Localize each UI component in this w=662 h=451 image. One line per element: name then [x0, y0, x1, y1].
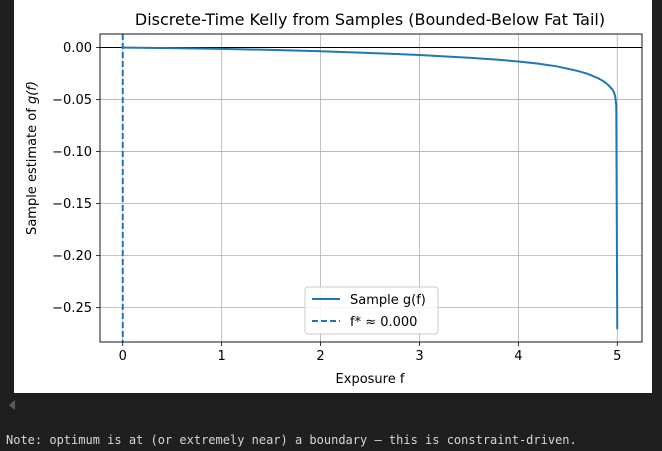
x-tick-label: 0 [119, 349, 127, 364]
x-axis-label: Exposure f [336, 372, 405, 387]
y-tick-label: −0.10 [52, 145, 92, 160]
x-tick-label: 4 [514, 349, 522, 364]
y-tick-label: −0.05 [52, 93, 92, 108]
x-tick-label: 5 [613, 349, 621, 364]
output-note: Note: optimum is at (or extremely near) … [6, 433, 577, 447]
figure-panel: Discrete-Time Kelly from Samples (Bounde… [14, 0, 652, 393]
y-tick-label: 0.00 [63, 41, 92, 56]
y-axis-label-prefix: Sample estimate of [25, 104, 40, 235]
series-sample-g-line [121, 46, 619, 330]
legend-entry-sample-g: Sample g(f) [350, 293, 426, 308]
kelly-chart: Discrete-Time Kelly from Samples (Bounde… [25, 10, 643, 387]
x-tick-label: 2 [316, 349, 324, 364]
y-axis-label-math: g(f) [25, 81, 40, 104]
y-tick-label: −0.15 [52, 197, 92, 212]
x-tick-label: 1 [218, 349, 226, 364]
legend: Sample g(f) f* ≈ 0.000 [304, 286, 439, 335]
y-tick-label: −0.25 [52, 301, 92, 316]
chart-title: Discrete-Time Kelly from Samples (Bounde… [135, 10, 605, 29]
y-axis-label: Sample estimate of g(f) [25, 81, 40, 235]
scroll-left-arrow-icon[interactable] [9, 400, 15, 410]
y-tick-label: −0.20 [52, 249, 92, 264]
plot-frame [99, 33, 643, 343]
x-tick-label: 3 [415, 349, 423, 364]
legend-entry-f-star: f* ≈ 0.000 [350, 315, 417, 330]
